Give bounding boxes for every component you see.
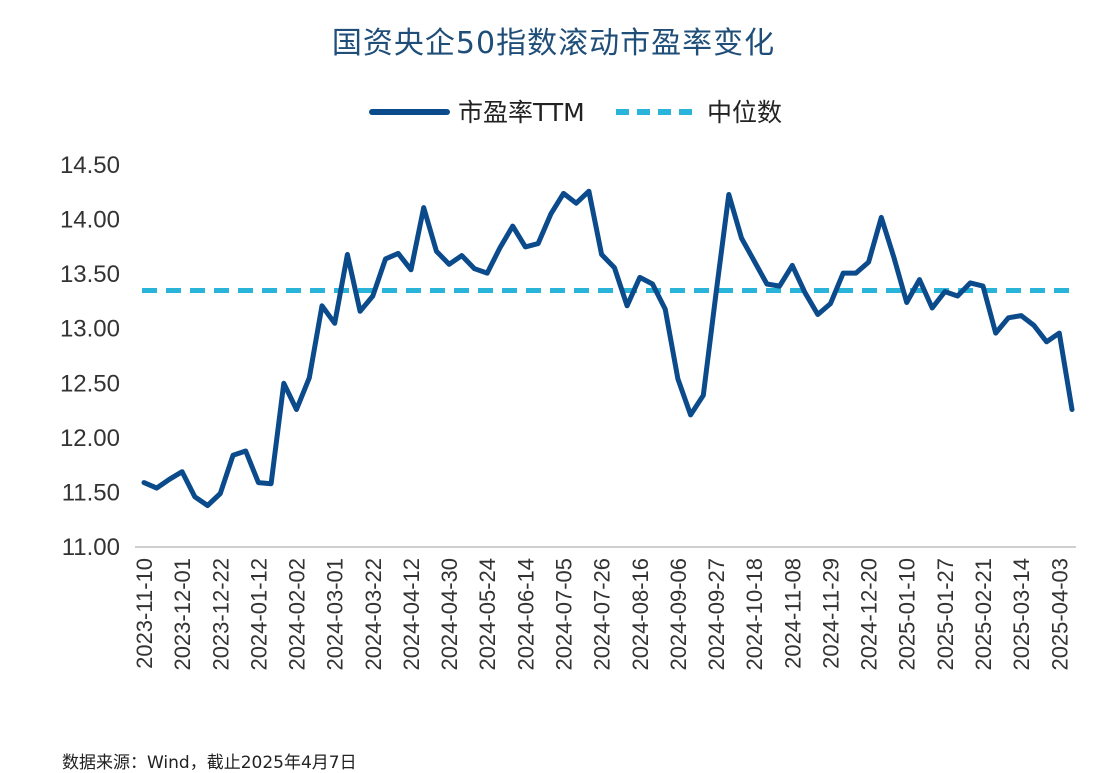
pe-ttm-line [141,188,1075,508]
x-tick-label: 2024-11-29 [819,558,844,669]
y-tick-label: 11.50 [62,479,120,506]
y-tick-label: 11.00 [62,534,120,561]
x-tick-label: 2024-01-12 [246,558,271,671]
legend-label-pe-ttm: 市盈率TTM [458,98,585,127]
x-tick-label: 2023-12-22 [208,558,233,671]
x-tick-label: 2024-04-12 [399,558,424,671]
x-tick-label: 2025-01-27 [933,558,958,671]
y-tick-label: 12.00 [60,425,120,452]
x-tick-label: 2024-09-06 [666,558,691,671]
y-axis: 14.50 14.00 13.50 13.00 12.50 12.00 11.50 11.00 [60,152,120,561]
x-tick-label: 2025-02-21 [971,558,996,671]
legend-label-median: 中位数 [707,98,782,127]
x-tick-label: 2025-01-10 [895,558,920,671]
chart-area: 市盈率TTM 中位数 14.50 14.00 13.50 13.00 12.50 12.0… [60,98,1076,671]
x-tick-label: 2024-09-27 [704,558,729,671]
x-tick-label: 2023-11-10 [132,558,157,669]
x-tick-label: 2025-03-14 [1009,558,1034,671]
x-tick-label: 2023-12-01 [170,558,195,671]
x-tick-label: 2024-07-05 [552,558,577,671]
x-tick-label: 2024-07-26 [590,558,615,671]
y-tick-label: 14.50 [60,152,120,179]
x-tick-label: 2024-03-01 [323,558,348,671]
legend: 市盈率TTM 中位数 [369,98,782,127]
x-tick-label: 2024-02-02 [285,558,310,671]
y-tick-label: 13.50 [60,261,120,288]
x-tick-label: 2025-04-03 [1047,558,1072,671]
x-tick-label: 2024-04-30 [437,558,462,671]
x-tick-label: 2024-10-18 [742,558,767,671]
x-tick-label: 2024-11-08 [780,558,805,669]
y-tick-label: 14.00 [60,207,120,234]
x-tick-label: 2024-03-22 [361,558,386,671]
x-axis: 2023-11-10 2023-12-01 2023-12-22 2024-01-12… [132,558,1072,671]
y-tick-label: 12.50 [60,370,120,397]
x-tick-label: 2024-06-14 [513,558,538,671]
chart-title: 国资央企50指数滚动市盈率变化 [331,26,776,61]
x-tick-label: 2024-12-20 [857,558,882,671]
y-tick-label: 13.00 [60,316,120,343]
x-tick-label: 2024-05-24 [475,558,500,671]
source-note: 数据来源：Wind，截止2025年4月7日 [62,753,357,773]
pe-ttm-points [143,191,1073,506]
x-tick-label: 2024-08-16 [628,558,653,671]
